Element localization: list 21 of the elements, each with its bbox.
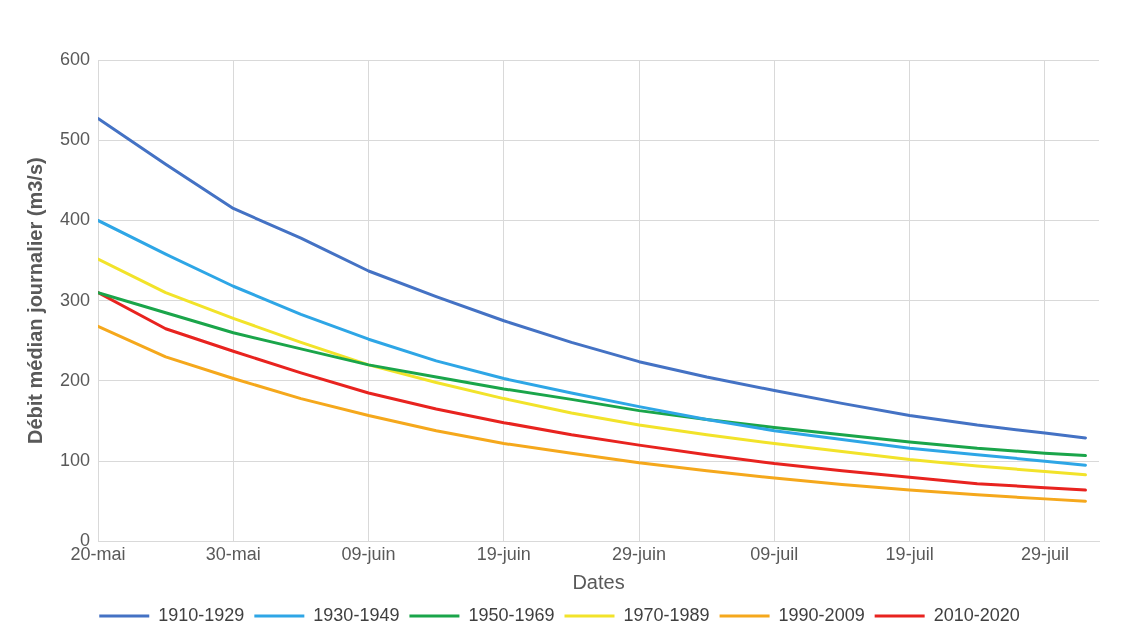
y-tick-label: 100: [59, 450, 91, 471]
y-tick-label: 200: [59, 369, 91, 390]
legend-label: 2010-2020: [933, 604, 1020, 625]
x-tick-label: 19-juin: [476, 544, 531, 565]
y-tick-label: 400: [59, 209, 91, 230]
x-axis-title: Dates: [572, 570, 625, 593]
legend-label: 1930-1949: [313, 604, 400, 625]
y-tick-label: 500: [59, 129, 91, 150]
x-tick-label: 09-juil: [750, 544, 799, 565]
legend-label: 1910-1929: [158, 604, 245, 625]
y-tick-label: 300: [59, 289, 91, 310]
legend-label: 1970-1989: [623, 604, 710, 625]
x-tick-label: 19-juil: [885, 544, 934, 565]
x-tick-label: 29-juin: [612, 544, 667, 565]
x-tick-label: 30-mai: [205, 544, 261, 565]
legend-label: 1990-2009: [778, 604, 865, 625]
legend-label: 1950-1969: [468, 604, 555, 625]
y-axis-title: Débit médian journalier (m3/s): [23, 157, 46, 445]
x-tick-label: 29-juil: [1020, 544, 1069, 565]
y-tick-label: 600: [59, 48, 91, 69]
x-tick-label: 09-juin: [341, 544, 396, 565]
